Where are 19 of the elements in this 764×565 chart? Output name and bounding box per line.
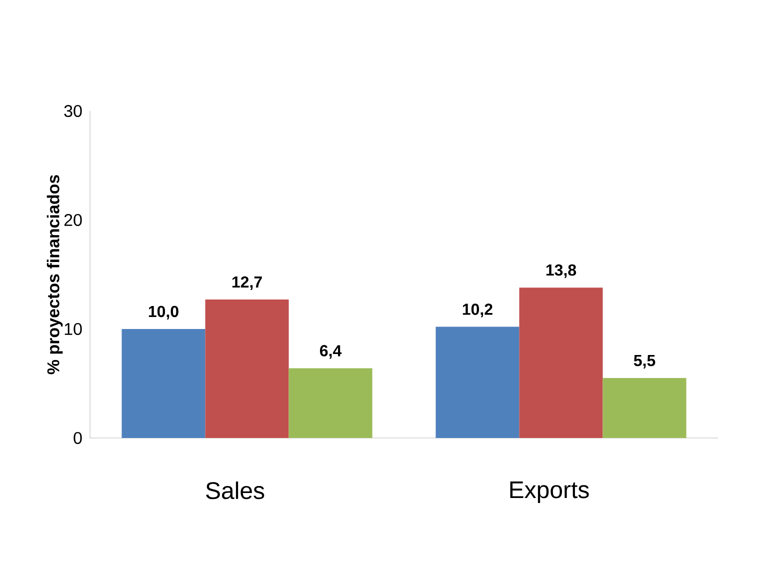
data-label: 10,2 bbox=[462, 304, 492, 318]
y-axis-title: % proyectos financiados bbox=[46, 175, 63, 374]
bar bbox=[436, 326, 520, 438]
data-label: 5,5 bbox=[634, 355, 656, 369]
bar bbox=[519, 288, 603, 438]
bar bbox=[122, 328, 206, 438]
data-label: 13,8 bbox=[546, 264, 576, 278]
data-label: 12,7 bbox=[232, 276, 262, 290]
data-label: 6,4 bbox=[320, 345, 342, 359]
y-tick-label: 0 bbox=[74, 432, 82, 444]
y-tick-label: 10 bbox=[64, 322, 82, 336]
y-tick-label: 20 bbox=[64, 214, 82, 226]
y-tick-label: 30 bbox=[64, 104, 82, 118]
data-label: 10,0 bbox=[148, 306, 178, 320]
x-tick-label: Sales bbox=[206, 482, 264, 500]
bar bbox=[205, 300, 289, 438]
x-tick-label: Exports bbox=[510, 482, 589, 504]
bar bbox=[288, 368, 372, 438]
bar bbox=[602, 378, 686, 438]
